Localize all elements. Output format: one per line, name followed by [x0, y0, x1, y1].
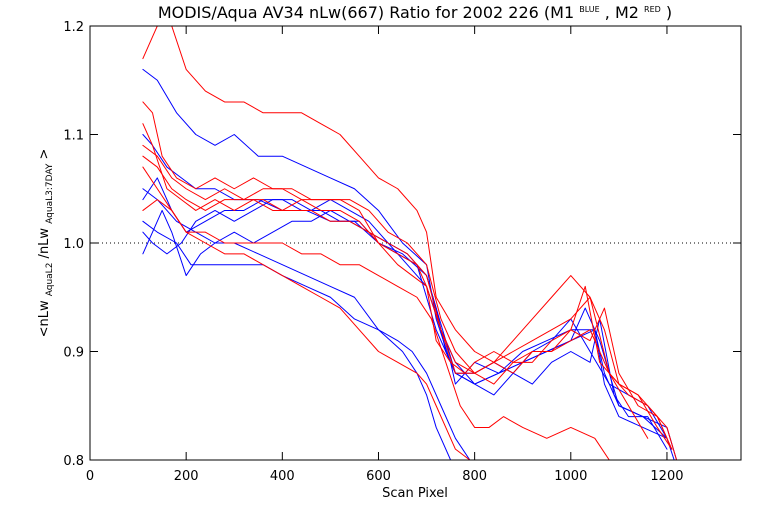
x-axis-tick-label: 1000 — [554, 469, 587, 484]
series-line-14 — [142, 155, 673, 450]
x-axis-ticks: 0 200 400 600 800 1000 1200 — [86, 26, 684, 484]
x-axis-tick-label: 400 — [270, 469, 295, 484]
y-axis-title-subscript-1: AquaL2 — [45, 263, 55, 297]
chart-title-superscript-red: RED — [644, 5, 661, 14]
y-axis-title-suffix: > — [37, 149, 52, 160]
y-axis-title-subscript-2: AquaL3:7DAY — [45, 163, 55, 224]
series-layer — [142, 26, 678, 460]
series-line-3 — [142, 188, 471, 460]
x-axis-tick-label: 600 — [366, 469, 391, 484]
series-line-6 — [142, 177, 668, 439]
chart-title: MODIS/Aqua AV34 nLw(667) Ratio for 2002 … — [158, 0, 672, 22]
x-axis-tick-label: 0 — [86, 469, 94, 484]
y-axis-tick-label: 1.0 — [63, 237, 84, 252]
y-axis-tick-label: 0.9 — [63, 346, 84, 361]
x-axis-title: Scan Pixel — [382, 486, 448, 501]
y-axis-tick-label: 1.1 — [63, 129, 84, 144]
chart-title-main: MODIS/Aqua AV34 nLw(667) Ratio for 2002 … — [158, 3, 574, 22]
x-axis-tick-label: 1200 — [650, 469, 683, 484]
series-line-10 — [142, 123, 673, 450]
series-line-13 — [142, 199, 610, 460]
series-line-8 — [142, 26, 649, 439]
y-axis-title-middle: /nLw — [37, 228, 52, 259]
x-axis-tick-label: 200 — [174, 469, 199, 484]
y-axis-tick-label: 1.2 — [63, 20, 84, 35]
chart-title-superscript-blue: BLUE — [579, 5, 599, 14]
y-axis-title: <nLw AquaL2 /nLw AquaL3:7DAY > — [37, 149, 56, 338]
chart-title-middle: , M2 — [605, 3, 639, 22]
series-line-9 — [142, 101, 673, 450]
series-line-11 — [142, 166, 471, 460]
x-axis-tick-label: 800 — [462, 469, 487, 484]
y-axis-tick-label: 0.8 — [63, 454, 84, 469]
plot-frame — [89, 25, 742, 461]
series-line-4 — [142, 220, 452, 460]
chart-title-end: ) — [666, 3, 672, 22]
y-axis-title-prefix: <nLw — [37, 300, 52, 337]
series-line-7 — [142, 199, 668, 450]
series-line-12 — [142, 144, 678, 460]
y-axis-ticks: 0.8 0.9 1.0 1.1 1.2 — [63, 20, 741, 469]
series-line-2 — [142, 134, 675, 460]
